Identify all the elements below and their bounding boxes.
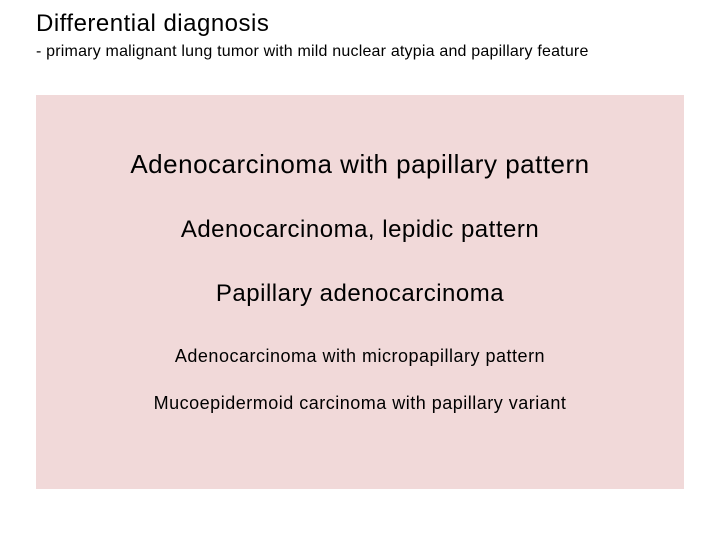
- diagnosis-panel: Adenocarcinoma with papillary pattern Ad…: [36, 95, 684, 489]
- diagnosis-item: Adenocarcinoma with micropapillary patte…: [175, 346, 545, 367]
- diagnosis-item: Papillary adenocarcinoma: [216, 280, 504, 308]
- diagnosis-item: Adenocarcinoma with papillary pattern: [130, 149, 589, 180]
- slide: Differential diagnosis - primary maligna…: [0, 0, 720, 540]
- diagnosis-item: Adenocarcinoma, lepidic pattern: [181, 216, 539, 244]
- slide-subtitle: - primary malignant lung tumor with mild…: [36, 42, 676, 62]
- diagnosis-item: Mucoepidermoid carcinoma with papillary …: [154, 393, 567, 414]
- slide-title: Differential diagnosis: [36, 10, 269, 38]
